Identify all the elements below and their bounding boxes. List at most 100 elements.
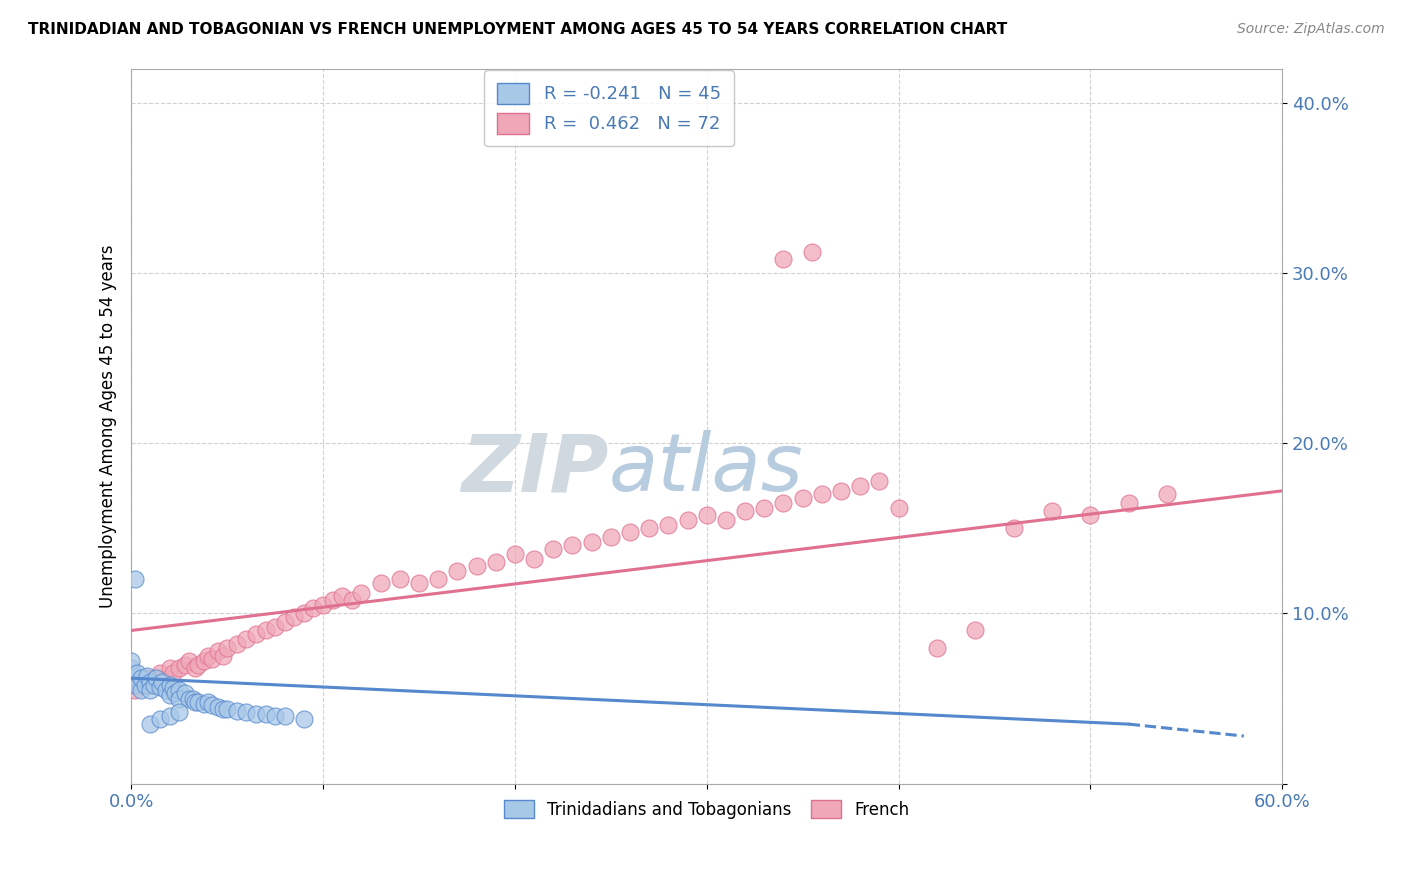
Point xyxy=(1156,487,1178,501)
Point xyxy=(714,513,737,527)
Point xyxy=(183,695,205,709)
Point xyxy=(177,654,200,668)
Text: Source: ZipAtlas.com: Source: ZipAtlas.com xyxy=(1237,22,1385,37)
Point xyxy=(129,678,152,692)
Point xyxy=(370,575,392,590)
Point xyxy=(292,712,315,726)
Point xyxy=(801,245,824,260)
Point xyxy=(388,573,411,587)
Point xyxy=(193,697,215,711)
Point xyxy=(181,691,204,706)
Point xyxy=(273,708,295,723)
Point xyxy=(135,669,157,683)
Text: atlas: atlas xyxy=(609,430,804,508)
Point xyxy=(868,474,890,488)
Point xyxy=(427,573,450,587)
Point xyxy=(925,640,948,655)
Point xyxy=(245,627,267,641)
Point xyxy=(197,695,219,709)
Point xyxy=(134,678,156,692)
Y-axis label: Unemployment Among Ages 45 to 54 years: Unemployment Among Ages 45 to 54 years xyxy=(100,244,117,607)
Point xyxy=(254,624,277,638)
Point xyxy=(235,705,257,719)
Point xyxy=(143,671,166,685)
Point xyxy=(465,558,488,573)
Point xyxy=(772,496,794,510)
Point xyxy=(167,691,190,706)
Point xyxy=(503,547,526,561)
Point xyxy=(167,683,190,698)
Point xyxy=(145,671,167,685)
Point xyxy=(225,704,247,718)
Point xyxy=(149,712,172,726)
Point xyxy=(129,671,152,685)
Point xyxy=(1118,496,1140,510)
Point xyxy=(162,666,184,681)
Point xyxy=(155,683,177,698)
Point xyxy=(792,491,814,505)
Point xyxy=(149,680,172,694)
Point xyxy=(638,521,661,535)
Point xyxy=(1040,504,1063,518)
Point xyxy=(120,654,142,668)
Point xyxy=(120,674,142,689)
Point xyxy=(120,661,142,675)
Point xyxy=(676,513,699,527)
Legend: Trinidadians and Tobagonians, French: Trinidadians and Tobagonians, French xyxy=(496,794,917,825)
Point xyxy=(1002,521,1025,535)
Point xyxy=(143,678,166,692)
Point xyxy=(225,637,247,651)
Point xyxy=(159,661,181,675)
Point xyxy=(159,708,181,723)
Point xyxy=(581,535,603,549)
Point xyxy=(193,654,215,668)
Point xyxy=(292,607,315,621)
Point xyxy=(619,524,641,539)
Point xyxy=(155,674,177,689)
Point xyxy=(754,500,776,515)
Point xyxy=(322,592,344,607)
Point xyxy=(887,500,910,515)
Point xyxy=(965,624,987,638)
Point xyxy=(197,648,219,663)
Point xyxy=(212,702,235,716)
Point xyxy=(849,479,872,493)
Point xyxy=(124,683,146,698)
Point xyxy=(217,640,239,655)
Text: ZIP: ZIP xyxy=(461,430,609,508)
Point xyxy=(217,702,239,716)
Point xyxy=(811,487,834,501)
Point xyxy=(446,564,468,578)
Point xyxy=(207,700,229,714)
Point xyxy=(599,530,621,544)
Point xyxy=(283,610,305,624)
Point xyxy=(523,552,546,566)
Point xyxy=(330,590,353,604)
Point xyxy=(139,674,162,689)
Point xyxy=(1080,508,1102,522)
Point xyxy=(273,615,295,629)
Point xyxy=(120,674,142,689)
Point xyxy=(264,708,287,723)
Point xyxy=(350,586,373,600)
Point xyxy=(254,706,277,721)
Point xyxy=(201,698,224,713)
Point xyxy=(135,671,157,685)
Point xyxy=(235,632,257,646)
Point xyxy=(734,504,756,518)
Point xyxy=(485,555,508,569)
Point xyxy=(167,661,190,675)
Point xyxy=(657,517,679,532)
Point xyxy=(150,674,173,689)
Point xyxy=(772,252,794,267)
Point xyxy=(543,541,565,556)
Point xyxy=(830,483,852,498)
Point xyxy=(201,652,224,666)
Point xyxy=(124,573,146,587)
Point xyxy=(212,648,235,663)
Point xyxy=(174,686,197,700)
Point xyxy=(696,508,718,522)
Point xyxy=(139,678,162,692)
Point xyxy=(245,706,267,721)
Point xyxy=(264,620,287,634)
